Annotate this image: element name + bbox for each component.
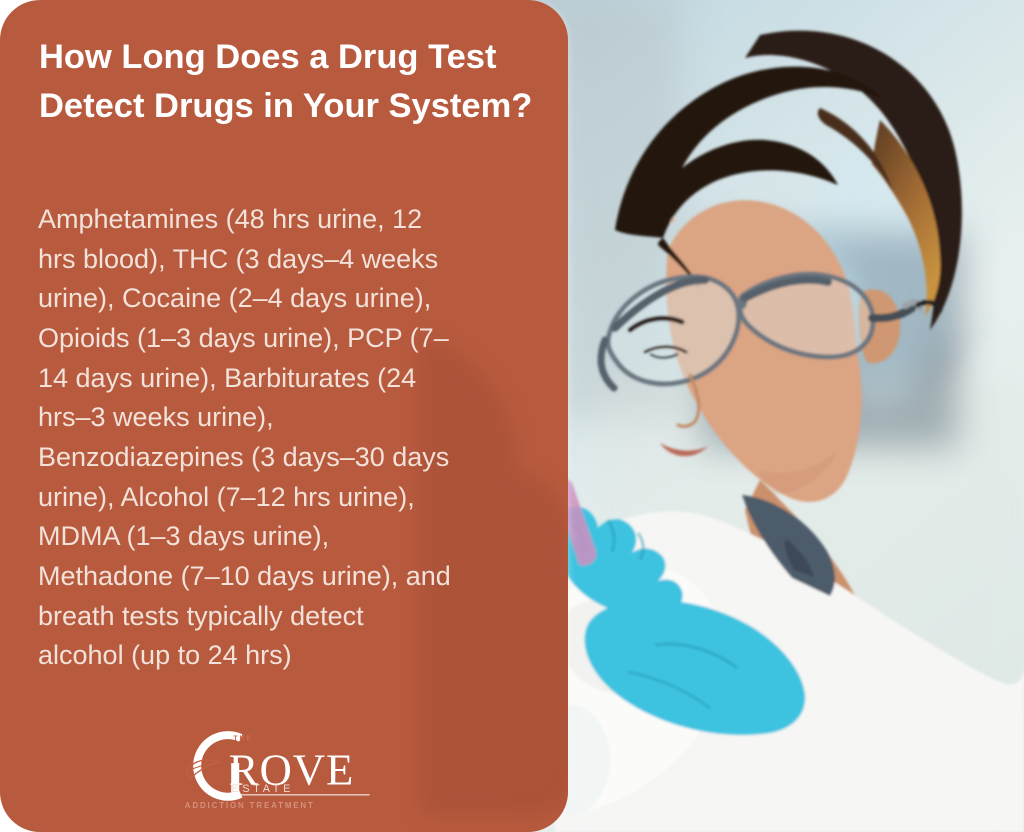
svg-text:THE: THE [233, 736, 253, 743]
svg-text:ESTATE: ESTATE [231, 783, 294, 795]
svg-text:ADDICTION TREATMENT: ADDICTION TREATMENT [185, 801, 315, 810]
